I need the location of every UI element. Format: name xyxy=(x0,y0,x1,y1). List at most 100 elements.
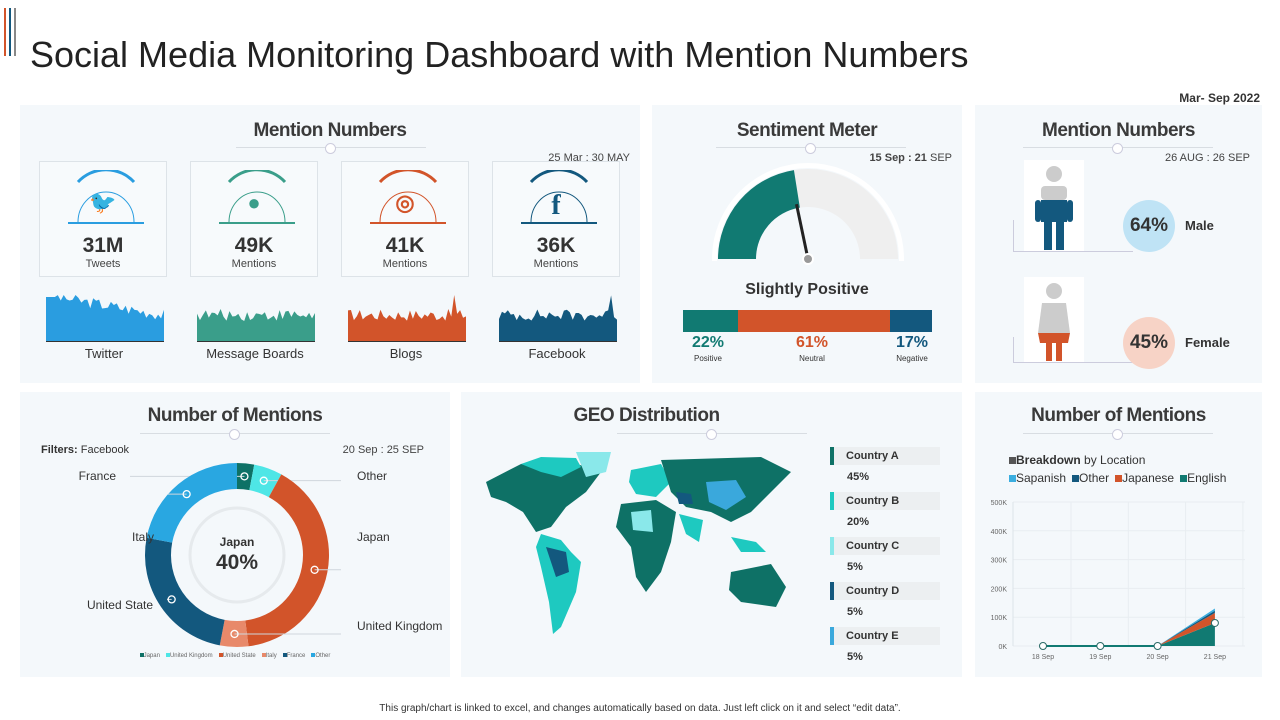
country-pct: 5% xyxy=(847,561,863,573)
donut-slice-italy xyxy=(146,463,237,543)
female-figure xyxy=(1024,277,1084,363)
y-tick-label: 500K xyxy=(991,500,1008,507)
sentiment-pct: 61% xyxy=(795,334,829,351)
legend-item: Japan xyxy=(139,653,160,659)
data-point xyxy=(1153,642,1162,650)
divider xyxy=(1023,143,1213,154)
legend-item: United Kingdom xyxy=(165,653,213,659)
sparkline-3 xyxy=(499,295,617,342)
divider xyxy=(236,143,426,154)
area-series-sapanish xyxy=(1043,608,1215,646)
donut-chart: France Other Japan United Kingdom United Sta… xyxy=(79,463,442,647)
card-unit: Mentions xyxy=(533,258,579,270)
sentiment-bar xyxy=(683,310,932,332)
filter-key: Filters: xyxy=(41,444,78,456)
gender-pct: 45% xyxy=(1129,332,1169,353)
legend-item: English xyxy=(1180,471,1226,485)
legend-label: Japanese xyxy=(1122,471,1175,485)
card-unit: Tweets xyxy=(85,258,121,270)
donut-slice-united-kingdom xyxy=(219,619,249,647)
gauge-pivot xyxy=(802,253,814,265)
donut-center-value: 40% xyxy=(215,551,259,574)
legend-item: Other xyxy=(311,653,330,659)
divider xyxy=(716,143,906,154)
arc-decoration xyxy=(521,170,597,224)
country-row[interactable]: Country D xyxy=(830,582,940,600)
legend-label: English xyxy=(1187,471,1227,485)
mention-card[interactable]: ● 49K Mentions xyxy=(190,161,318,277)
donut-center-label: Japan xyxy=(219,535,255,549)
country-color xyxy=(830,537,834,555)
card-value: 41K xyxy=(385,234,425,257)
filter-value[interactable]: Facebook xyxy=(80,444,130,456)
slice-label: Italy xyxy=(132,530,154,544)
mention-card[interactable]: 🐦 31M Tweets xyxy=(39,161,167,277)
channel-label: Blogs xyxy=(389,346,423,361)
country-row[interactable]: Country A xyxy=(830,447,940,465)
leader-dot xyxy=(182,489,191,499)
country-name: Country A xyxy=(846,450,899,462)
donut-legend: Japan United Kingdom United State Italy Fran… xyxy=(20,653,450,659)
donut-panel: Number of Mentions Filters: Facebook 20 … xyxy=(20,392,450,677)
slice-label: United Kingdom xyxy=(357,619,442,633)
leader-dot xyxy=(259,476,268,485)
legend-item: Japanese xyxy=(1115,471,1174,485)
legend-label: Other xyxy=(1079,471,1110,485)
sentiment-gauge xyxy=(711,163,905,265)
date-range: 26 AUG : 26 SEP xyxy=(1165,152,1250,164)
country-pct: 45% xyxy=(847,471,870,483)
pct-bubble: 64% xyxy=(1123,200,1175,252)
sparkline-area xyxy=(46,295,164,341)
mention-card[interactable]: ◎ 41K Mentions xyxy=(341,161,469,277)
y-tick-label: 400K xyxy=(991,529,1008,536)
date-bold: 15 Sep : 21 xyxy=(869,152,927,164)
legend-label: United Kingdom xyxy=(169,653,213,659)
arc-decoration xyxy=(370,170,446,224)
leader-dot xyxy=(167,595,176,604)
sentiment-segment xyxy=(737,310,890,332)
donut-slice-japan xyxy=(245,474,329,647)
panel-title: GEO Distribution xyxy=(573,405,720,426)
sentiment-panel: Sentiment Meter 15 Sep : 21 SEP Slightly… xyxy=(652,105,962,383)
channel-label: Facebook xyxy=(528,346,586,361)
legend-label: Japan xyxy=(143,653,160,659)
sentiment-pct: 17% xyxy=(895,334,929,351)
country-name: Country B xyxy=(846,495,900,507)
channel-label: Message Boards xyxy=(206,346,304,361)
card-unit: Mentions xyxy=(382,258,428,270)
data-point xyxy=(1210,618,1219,627)
country-name: Country E xyxy=(846,630,899,642)
geo-panel: GEO Distribution Country A 45% Country B … xyxy=(461,392,962,677)
sparkline-2 xyxy=(348,295,466,342)
arc-decoration xyxy=(68,170,144,224)
country-row[interactable]: Country E xyxy=(830,627,940,645)
mention-numbers-panel: Mention Numbers 25 Mar : 30 MAY 🐦 31M Tw… xyxy=(20,105,640,383)
arc-decoration xyxy=(219,170,295,224)
baseline xyxy=(1013,337,1133,363)
country-color xyxy=(830,492,834,510)
gender-pct: 64% xyxy=(1129,215,1169,236)
rss-icon: ◎ xyxy=(395,190,415,215)
country-row[interactable]: Country C xyxy=(830,537,940,555)
filter-label: Filters: Facebook xyxy=(41,444,129,456)
country-pct: 5% xyxy=(847,606,863,618)
sentiment-status: Slightly Positive xyxy=(745,281,869,298)
legend-label: United State xyxy=(222,653,256,659)
slice-label: Other xyxy=(357,469,387,483)
channel-label: Twitter xyxy=(84,346,124,361)
panel-title: Number of Mentions xyxy=(147,405,323,426)
slice-label: France xyxy=(79,469,117,483)
sentiment-pct: 22% xyxy=(691,334,725,351)
area-series-other xyxy=(1043,610,1215,646)
country-pct: 5% xyxy=(847,651,863,663)
legend-item: France xyxy=(282,653,305,659)
data-point xyxy=(1096,642,1105,650)
legend-label: Sapanish xyxy=(1016,471,1067,485)
date-rest: SEP xyxy=(926,152,952,164)
mention-card[interactable]: f 36K Mentions xyxy=(492,161,620,277)
date-range: 15 Sep : 21 SEP xyxy=(869,152,952,164)
footer-note: This graph/chart is linked to excel, and… xyxy=(379,703,901,714)
donut-slice-united-state xyxy=(145,537,225,646)
country-row[interactable]: Country B xyxy=(830,492,940,510)
country-name: Country C xyxy=(846,540,900,552)
